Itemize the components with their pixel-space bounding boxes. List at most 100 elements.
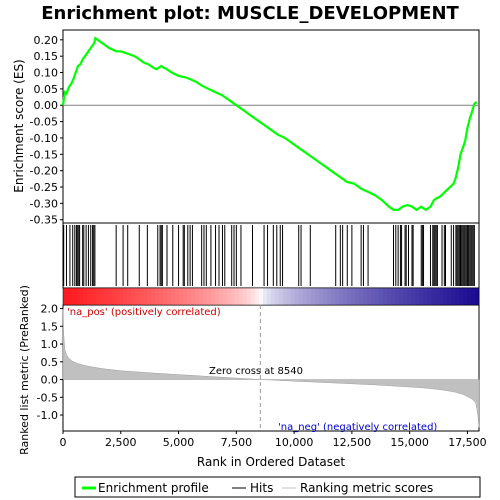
gradient-segment bbox=[451, 288, 456, 305]
gradient-segment bbox=[187, 288, 192, 305]
gradient-segment bbox=[331, 288, 336, 305]
gradient-segment bbox=[415, 288, 420, 305]
gradient-segment bbox=[175, 288, 180, 305]
gradient-segment bbox=[151, 288, 156, 305]
gradient-segment bbox=[475, 288, 480, 305]
gradient-segment bbox=[99, 288, 104, 305]
gradient-segment bbox=[251, 288, 256, 305]
metric-y-tick-label: 0.5 bbox=[41, 356, 59, 369]
gradient-segment bbox=[315, 288, 320, 305]
gradient-segment bbox=[139, 288, 144, 305]
metric-y-tick-label: 1.5 bbox=[41, 320, 59, 333]
gradient-segment bbox=[143, 288, 148, 305]
gradient-segment bbox=[147, 288, 152, 305]
gradient-segment bbox=[411, 288, 416, 305]
metric-y-axis-label: Ranked list metric (PreRanked) bbox=[18, 285, 31, 455]
gradient-segment bbox=[83, 288, 88, 305]
gradient-segment bbox=[303, 288, 308, 305]
gradient-segment bbox=[319, 288, 324, 305]
gradient-segment bbox=[323, 288, 328, 305]
gradient-segment bbox=[287, 288, 292, 305]
gradient-segment bbox=[395, 288, 400, 305]
gradient-segment bbox=[439, 288, 444, 305]
gradient-segment bbox=[235, 288, 240, 305]
metric-y-tick-label: 0.0 bbox=[41, 374, 59, 387]
gradient-segment bbox=[359, 288, 364, 305]
es-y-tick-label: 0.20 bbox=[34, 34, 59, 47]
gradient-segment bbox=[267, 288, 272, 305]
gradient-segment bbox=[351, 288, 356, 305]
gradient-segment bbox=[223, 288, 228, 305]
gradient-segment bbox=[67, 288, 72, 305]
pos-correlated-label: 'na_pos' (positively correlated) bbox=[67, 307, 221, 318]
gradient-segment bbox=[163, 288, 168, 305]
gradient-segment bbox=[167, 288, 172, 305]
es-y-tick-label: -0.05 bbox=[30, 116, 58, 129]
es-y-tick-label: 0.15 bbox=[34, 50, 59, 63]
gradient-segment bbox=[195, 288, 200, 305]
gradient-segment bbox=[123, 288, 128, 305]
gradient-segment bbox=[79, 288, 84, 305]
legend-metric-label: Ranking metric scores bbox=[300, 481, 433, 495]
hits-series bbox=[63, 225, 475, 286]
gradient-segment bbox=[343, 288, 348, 305]
rank-x-axis: 0 2,500 5,000 7,500 10,000 12,500 15,000 17,500 bbox=[60, 431, 487, 449]
gradient-segment bbox=[131, 288, 136, 305]
gradient-segment bbox=[183, 288, 188, 305]
gradient-segment bbox=[275, 288, 280, 305]
hits-panel-frame bbox=[62, 222, 480, 289]
gradient-segment bbox=[339, 288, 344, 305]
gradient-segment bbox=[399, 288, 404, 305]
es-y-tick-label: -0.20 bbox=[30, 165, 58, 178]
es-y-tick-label: 0.00 bbox=[34, 99, 59, 112]
gradient-segment bbox=[87, 288, 92, 305]
gradient-segment bbox=[71, 288, 76, 305]
gradient-segment bbox=[447, 288, 452, 305]
gradient-segment bbox=[383, 288, 388, 305]
legend-hits-label: Hits bbox=[250, 481, 273, 495]
gradient-segment bbox=[127, 288, 132, 305]
gradient-segment bbox=[295, 288, 300, 305]
gradient-segment bbox=[427, 288, 432, 305]
metric-y-tick-label: 2.0 bbox=[41, 303, 59, 316]
gradient-segment bbox=[171, 288, 176, 305]
gradient-segment bbox=[347, 288, 352, 305]
gradient-segment bbox=[239, 288, 244, 305]
x-axis-label: Rank in Ordered Dataset bbox=[197, 455, 345, 469]
gradient-segment bbox=[107, 288, 112, 305]
x-tick-label: 12,500 bbox=[333, 436, 372, 449]
rank-gradient-bar bbox=[62, 287, 480, 306]
gradient-segment bbox=[419, 288, 424, 305]
gradient-segment bbox=[191, 288, 196, 305]
gradient-segment bbox=[367, 288, 372, 305]
es-y-tick-label: -0.25 bbox=[30, 181, 58, 194]
gradient-segment bbox=[279, 288, 284, 305]
gradient-segment bbox=[463, 288, 468, 305]
x-tick-label: 5,000 bbox=[163, 436, 195, 449]
gradient-segment bbox=[431, 288, 436, 305]
x-tick-label: 7,500 bbox=[221, 436, 253, 449]
gradient-segment bbox=[207, 288, 212, 305]
gradient-segment bbox=[111, 288, 116, 305]
x-tick-label: 17,500 bbox=[448, 436, 487, 449]
gradient-segment bbox=[283, 288, 288, 305]
gradient-segment bbox=[379, 288, 384, 305]
gradient-segment bbox=[135, 288, 140, 305]
gradient-segment bbox=[423, 288, 428, 305]
es-y-tick-label: -0.35 bbox=[30, 214, 58, 227]
es-y-tick-label: -0.30 bbox=[30, 197, 58, 210]
gradient-segment bbox=[247, 288, 252, 305]
gradient-frame bbox=[62, 287, 480, 306]
legend-profile-label: Enrichment profile bbox=[98, 481, 209, 495]
gradient-segment bbox=[227, 288, 232, 305]
es-y-tick-label: -0.15 bbox=[30, 148, 58, 161]
ranking-metric-area bbox=[62, 308, 480, 428]
gradient-segment bbox=[467, 288, 472, 305]
gradient-segment bbox=[387, 288, 392, 305]
legend-box bbox=[74, 476, 481, 498]
gradient-segment bbox=[327, 288, 332, 305]
gradient-segment bbox=[159, 288, 164, 305]
es-y-tick-label: 0.05 bbox=[34, 83, 59, 96]
gradient-segment bbox=[211, 288, 216, 305]
